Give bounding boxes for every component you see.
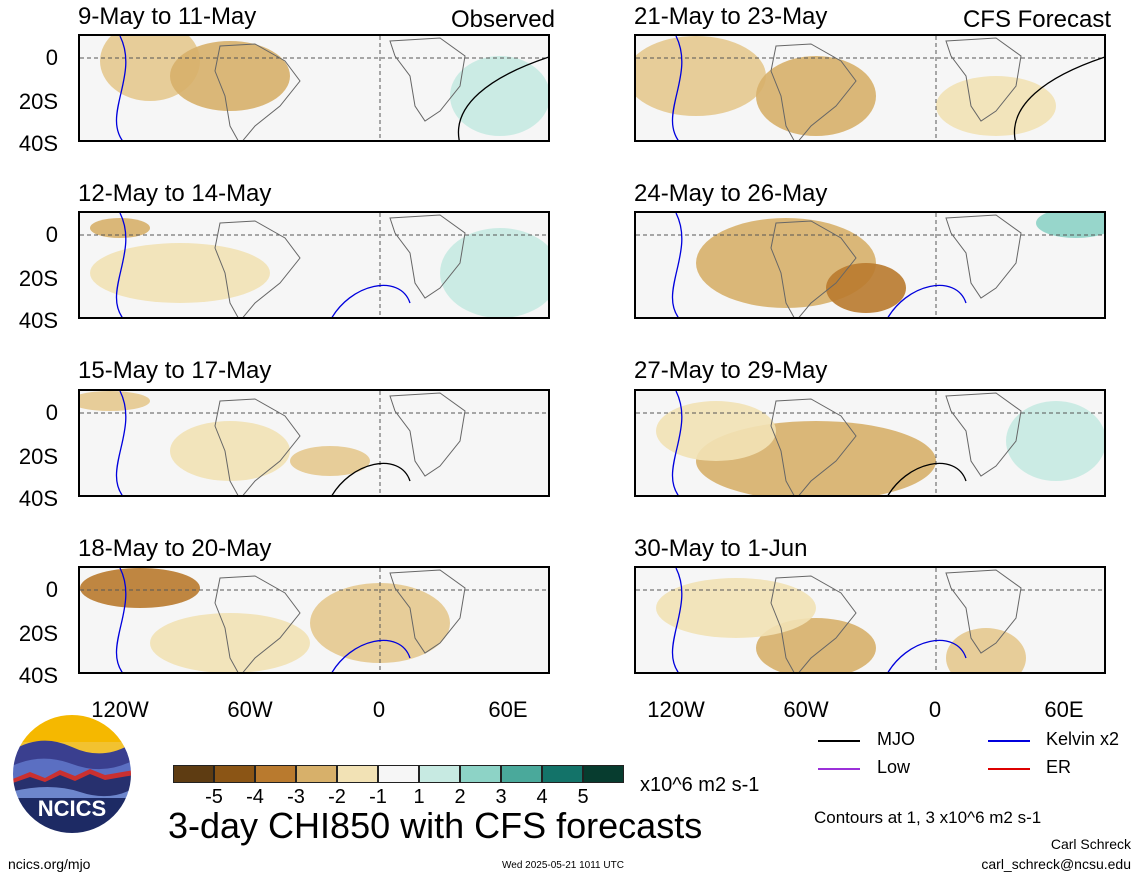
panel-title-7: 27-May to 29-May xyxy=(634,357,828,384)
ytick-20s: 20S xyxy=(18,621,58,646)
map-panel-7 xyxy=(634,389,1106,497)
forecast-label: CFS Forecast xyxy=(962,6,1111,33)
ytick-20s: 20S xyxy=(18,444,58,469)
contour-note: Contours at 1, 3 x10^6 m2 s-1 xyxy=(814,808,1042,827)
legend-kelvin-line xyxy=(988,740,1030,742)
panel-title-1: 9-May to 11-May xyxy=(78,3,257,30)
xtick-60w: 60W xyxy=(227,697,273,722)
colorbar-swatch xyxy=(296,765,337,783)
xtick-0: 0 xyxy=(928,697,942,722)
panel-title-8: 30-May to 1-Jun xyxy=(634,535,808,562)
colorbar-label: -1 xyxy=(369,786,387,808)
legend-low-line xyxy=(818,768,860,770)
colorbar-swatch xyxy=(501,765,542,783)
timestamp: Wed 2025-05-21 1011 UTC xyxy=(502,860,624,871)
colorbar-label: -3 xyxy=(287,786,305,808)
ncics-link[interactable]: ncics.org/mjo xyxy=(8,856,91,872)
panel-title-2: 12-May to 14-May xyxy=(78,180,272,207)
map-panel-2 xyxy=(78,211,550,319)
colorbar-swatch xyxy=(419,765,460,783)
colorbar-label: -5 xyxy=(205,786,223,808)
ytick-0: 0 xyxy=(45,400,58,425)
legend-er-line xyxy=(988,768,1030,770)
ytick-20s: 20S xyxy=(18,89,58,114)
xtick-60w: 60W xyxy=(783,697,829,722)
colorbar-label: 4 xyxy=(536,786,548,808)
colorbar-swatch xyxy=(255,765,296,783)
map-panel-5 xyxy=(634,34,1106,142)
map-panel-4 xyxy=(78,566,550,674)
colorbar-swatch xyxy=(378,765,419,783)
ncics-logo: NCICS xyxy=(10,712,134,836)
colorbar-label: 5 xyxy=(577,786,589,808)
colorbar-swatch xyxy=(214,765,255,783)
xtick-120w: 120W xyxy=(647,697,705,722)
map-panel-6 xyxy=(634,211,1106,319)
colorbar-swatch xyxy=(337,765,378,783)
xtick-0: 0 xyxy=(372,697,386,722)
ytick-40s: 40S xyxy=(18,131,58,156)
logo-text: NCICS xyxy=(38,796,106,821)
map-panel-1 xyxy=(78,34,550,142)
panel-title-6: 24-May to 26-May xyxy=(634,180,828,207)
ytick-0: 0 xyxy=(45,45,58,70)
legend-low-label: Low xyxy=(877,757,911,777)
legend-er-label: ER xyxy=(1046,757,1072,777)
main-title: 3-day CHI850 with CFS forecasts xyxy=(168,805,703,846)
panel-title-4: 18-May to 20-May xyxy=(78,535,272,562)
panel-title-5: 21-May to 23-May xyxy=(634,3,828,30)
xtick-60e: 60E xyxy=(1044,697,1084,722)
xtick-120w: 120W xyxy=(91,697,149,722)
colorbar-label: 1 xyxy=(413,786,425,808)
ytick-0: 0 xyxy=(45,577,58,602)
colorbar-swatch xyxy=(542,765,583,783)
author-email[interactable]: carl_schreck@ncsu.edu xyxy=(981,856,1131,872)
ytick-40s: 40S xyxy=(18,308,58,333)
legend-mjo-label: MJO xyxy=(877,729,915,749)
colorbar-swatch xyxy=(460,765,501,783)
colorbar-label: 2 xyxy=(454,786,466,808)
ytick-40s: 40S xyxy=(18,486,58,511)
colorbar-swatch xyxy=(173,765,214,783)
legend-mjo-line xyxy=(818,740,860,742)
colorbar-label: 3 xyxy=(495,786,507,808)
colorbar-swatch xyxy=(583,765,624,783)
map-panel-8 xyxy=(634,566,1106,674)
legend-kelvin-label: Kelvin x2 xyxy=(1046,729,1120,749)
author: Carl Schreck xyxy=(1050,836,1131,852)
colorbar-label: -2 xyxy=(328,786,346,808)
panel-title-3: 15-May to 17-May xyxy=(78,357,272,384)
ytick-20s: 20S xyxy=(18,266,58,291)
observed-label: Observed xyxy=(450,6,555,33)
ytick-40s: 40S xyxy=(18,663,58,688)
map-panel-3 xyxy=(78,389,550,497)
colorbar-label: -4 xyxy=(246,786,264,808)
ytick-0: 0 xyxy=(45,222,58,247)
xtick-60e: 60E xyxy=(488,697,528,722)
colorbar-units: x10^6 m2 s-1 xyxy=(640,774,760,796)
